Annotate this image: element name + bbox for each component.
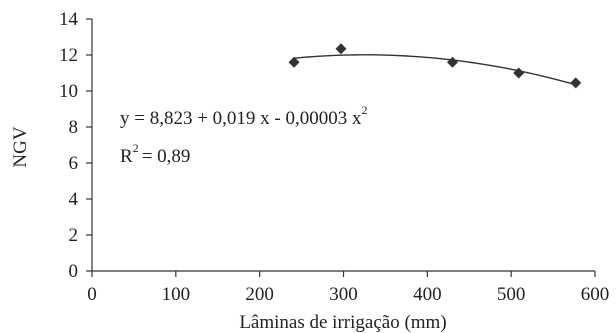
data-point-marker [446, 56, 458, 68]
x-axis-label: Lâminas de irrigação (mm) [239, 312, 446, 333]
y-tick-label: 12 [59, 45, 78, 66]
y-tick-label: 2 [69, 225, 79, 246]
x-tick-label: 600 [581, 284, 610, 305]
y-ticks: 0 2 4 6 8 10 12 14 [59, 9, 92, 282]
y-tick-label: 4 [69, 189, 79, 210]
x-tick-label: 400 [413, 284, 442, 305]
y-tick-label: 10 [59, 81, 78, 102]
y-tick-label: 8 [69, 117, 79, 138]
equation-exponent: 2 [362, 103, 368, 117]
r-squared-exponent: 2 [133, 141, 139, 155]
x-tick-label: 200 [245, 284, 274, 305]
data-point-marker [570, 77, 582, 89]
regression-equation: y = 8,823 + 0,019 x - 0,00003 x2 [120, 103, 368, 129]
equation-main: y = 8,823 + 0,019 x - 0,00003 x [120, 108, 362, 129]
y-tick-label: 14 [59, 9, 79, 30]
r-squared-prefix: R [120, 146, 133, 167]
x-ticks: 0 100 200 300 400 500 600 [87, 271, 609, 305]
trend-curve [293, 54, 576, 86]
data-point-marker [513, 67, 525, 79]
r-squared-value: = 0,89 [142, 146, 191, 167]
r-squared: R2 = 0,89 [120, 141, 190, 167]
data-point-marker [335, 43, 347, 55]
y-axis-label: NGV [10, 126, 31, 167]
y-tick-label: 6 [69, 153, 79, 174]
x-tick-label: 100 [162, 284, 191, 305]
data-markers [288, 43, 582, 89]
axes [91, 19, 595, 272]
y-tick-label: 0 [69, 261, 79, 282]
x-tick-label: 300 [329, 284, 358, 305]
x-tick-label: 0 [87, 284, 97, 305]
data-point-marker [288, 56, 300, 68]
x-tick-label: 500 [497, 284, 526, 305]
